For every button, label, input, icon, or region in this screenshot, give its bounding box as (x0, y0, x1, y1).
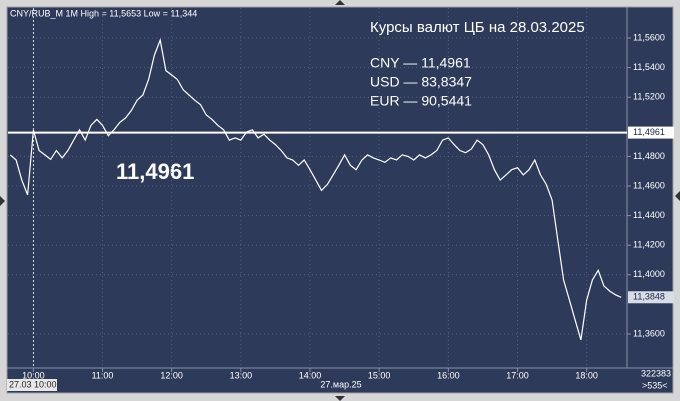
y-tick-label: 11,4800 (633, 151, 665, 161)
x-tick-label: 17:00 (506, 370, 529, 380)
x-tick-label: 10:00 (22, 370, 45, 380)
y-tick-label: 11,3600 (633, 328, 665, 338)
panel (6, 6, 674, 394)
scroll-label: >535< (642, 380, 668, 390)
edge-arrow (675, 191, 680, 201)
x-tick-label: 18:00 (575, 370, 598, 380)
x-tick-label: 13:00 (230, 370, 253, 380)
edge-arrow (335, 0, 345, 5)
x-tick-label: 14:00 (299, 370, 322, 380)
x-tick-label: 16:00 (437, 370, 460, 380)
price-box (628, 126, 674, 139)
last-price-label: 11,3848 (633, 292, 665, 302)
x-tick-label: 12:00 (160, 370, 183, 380)
x-tick-label: 15:00 (368, 370, 391, 380)
y-tick-label: 11,5400 (633, 62, 665, 72)
cursor-label: 27.03 10:00 (9, 379, 57, 389)
cursor-box (7, 379, 57, 391)
edge-arrow (0, 196, 5, 206)
rate: CNY — 11,4961 (370, 55, 471, 71)
rate: EUR — 90,5441 (370, 93, 472, 109)
reference-axis-label: 11,4961 (633, 127, 665, 137)
volume: 322383 (641, 368, 671, 378)
y-tick-label: 11,5600 (633, 32, 665, 42)
title: Курсы валют ЦБ на 28.03.2025 (370, 19, 585, 36)
rate: USD — 83,8347 (370, 74, 472, 90)
x-tick-label: 11:00 (92, 370, 114, 380)
y-tick-label: 11,5200 (633, 92, 665, 102)
date-label: 27.мар.25 (320, 379, 361, 389)
y-tick-label: 11,4600 (633, 180, 665, 190)
y-tick-label: 11,4200 (633, 240, 665, 250)
header: CNY/RUB_M 1M High = 11,5653 Low = 11,344 (10, 8, 197, 18)
y-tick-label: 11,4400 (633, 210, 665, 220)
y-tick-label: 11,4000 (633, 269, 665, 279)
edge-arrow (335, 396, 345, 401)
reference-value: 11,4961 (116, 159, 194, 184)
price-box (628, 291, 674, 304)
